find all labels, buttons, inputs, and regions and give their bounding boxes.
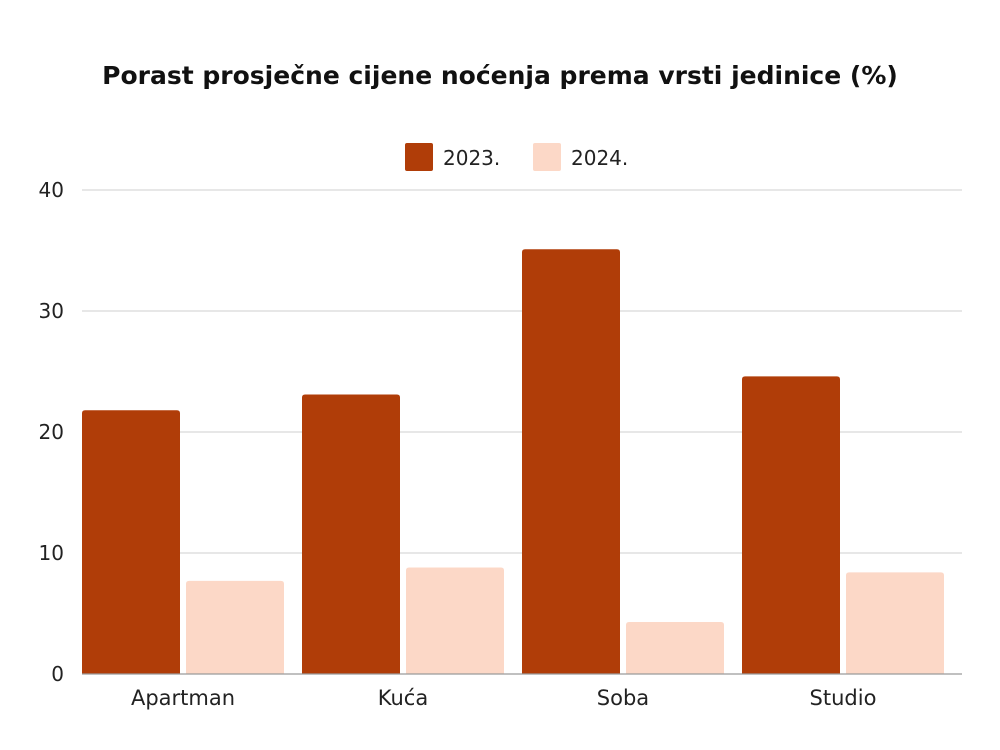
y-tick-label: 30 — [39, 299, 64, 323]
chart-title: Porast prosječne cijene noćenja prema vr… — [102, 61, 898, 90]
bar-studio-1 — [846, 572, 944, 674]
bars — [82, 249, 944, 675]
bar-kuća-0 — [302, 394, 400, 674]
bar-apartman-0 — [82, 410, 180, 674]
bar-soba-0 — [522, 249, 620, 675]
bar-apartman-1 — [186, 580, 284, 674]
bar-soba-1 — [626, 621, 724, 674]
x-tick-label: Studio — [810, 686, 877, 710]
bar-kuća-1 — [406, 567, 504, 674]
y-tick-label: 20 — [39, 420, 64, 444]
legend-swatch-2024 — [533, 143, 561, 171]
y-tick-label: 0 — [51, 662, 64, 686]
bar-studio-0 — [742, 376, 840, 674]
x-tick-label: Apartman — [131, 686, 235, 710]
y-tick-label: 10 — [39, 541, 64, 565]
legend-label-2023: 2023. — [443, 146, 500, 170]
x-tick-label: Soba — [597, 686, 649, 710]
legend-label-2024: 2024. — [571, 146, 628, 170]
x-axis-labels: Apartman Kuća Soba Studio — [131, 686, 876, 710]
legend-swatch-2023 — [405, 143, 433, 171]
x-tick-label: Kuća — [378, 686, 428, 710]
legend: 2023. 2024. — [405, 143, 628, 171]
y-tick-label: 40 — [39, 178, 64, 202]
y-axis-ticks: 0 10 20 30 40 — [39, 178, 64, 686]
